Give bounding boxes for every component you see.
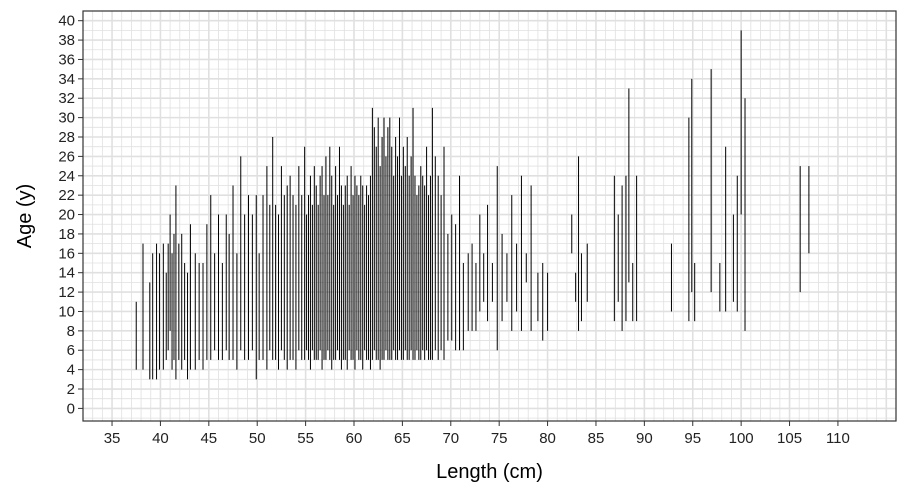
y-tick-label: 28 xyxy=(58,129,75,146)
y-tick-label: 32 xyxy=(58,90,75,107)
x-tick-label: 105 xyxy=(777,430,802,447)
y-tick-label: 6 xyxy=(67,342,75,359)
y-tick-label: 10 xyxy=(58,303,75,320)
y-tick-label: 16 xyxy=(58,245,75,262)
age-range-bars xyxy=(135,30,810,380)
x-tick-label: 70 xyxy=(442,430,459,447)
y-axis-title: Age (y) xyxy=(14,184,36,248)
x-tick-label: 85 xyxy=(588,430,605,447)
x-tick-label: 60 xyxy=(346,430,363,447)
y-tick-label: 34 xyxy=(58,71,75,88)
x-tick-label: 50 xyxy=(249,430,266,447)
y-tick-label: 12 xyxy=(58,284,75,301)
x-tick-label: 75 xyxy=(491,430,508,447)
x-tick-label: 95 xyxy=(684,430,701,447)
y-tick-label: 2 xyxy=(67,381,75,398)
x-tick-label: 80 xyxy=(539,430,556,447)
y-tick-label: 30 xyxy=(58,110,75,127)
y-tick-label: 36 xyxy=(58,51,75,68)
x-tick-label: 55 xyxy=(297,430,314,447)
x-axis-title: Length (cm) xyxy=(436,461,543,483)
y-tick-label: 8 xyxy=(67,323,75,340)
y-tick-label: 4 xyxy=(67,362,75,379)
y-tick-label: 38 xyxy=(58,32,75,49)
y-tick-label: 0 xyxy=(67,400,75,417)
y-tick-label: 40 xyxy=(58,13,75,30)
axes: 35 40 45 50 55 60 65 70 75 80 85 90 95 100 105 11002468… xyxy=(58,13,850,447)
y-tick-label: 26 xyxy=(58,148,75,165)
x-tick-label: 110 xyxy=(826,430,850,447)
x-tick-label: 45 xyxy=(200,430,217,447)
x-tick-label: 35 xyxy=(104,430,121,447)
x-tick-label: 40 xyxy=(152,430,169,447)
x-tick-label: 90 xyxy=(636,430,653,447)
y-tick-label: 14 xyxy=(58,265,75,282)
y-tick-label: 18 xyxy=(58,226,75,243)
y-tick-label: 24 xyxy=(58,168,75,185)
x-tick-label: 65 xyxy=(394,430,411,447)
x-tick-label: 100 xyxy=(729,430,754,447)
y-tick-label: 22 xyxy=(58,187,75,204)
plot-panel-border xyxy=(82,10,897,422)
y-tick-label: 20 xyxy=(58,207,75,224)
